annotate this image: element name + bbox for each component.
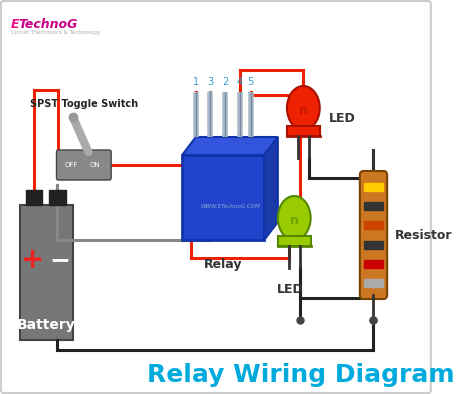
Text: 2: 2	[222, 77, 228, 87]
Text: Relay Wiring Diagram: Relay Wiring Diagram	[147, 363, 455, 387]
Text: 1: 1	[193, 77, 199, 87]
Bar	[365, 183, 383, 191]
Bar	[365, 260, 383, 268]
Bar	[49, 190, 65, 205]
Polygon shape	[182, 137, 278, 155]
Bar	[287, 126, 320, 136]
Text: Battery: Battery	[17, 318, 76, 332]
Bar	[20, 205, 73, 340]
Text: +: +	[21, 246, 45, 274]
Bar	[365, 202, 383, 210]
Text: −: −	[50, 248, 71, 272]
Text: ON: ON	[90, 162, 100, 168]
Text: OFF: OFF	[64, 162, 78, 168]
Text: Circuit, Electronics & Technology: Circuit, Electronics & Technology	[11, 30, 100, 35]
Text: SPST Toggle Switch: SPST Toggle Switch	[30, 99, 138, 109]
Text: Relay: Relay	[204, 258, 242, 271]
Text: TechnoG: TechnoG	[18, 18, 78, 31]
Ellipse shape	[278, 196, 310, 240]
Bar	[278, 236, 310, 246]
Text: E: E	[11, 18, 19, 31]
Text: 4: 4	[237, 77, 243, 87]
Text: WWW.ETechnoG.COM: WWW.ETechnoG.COM	[201, 203, 260, 208]
Bar	[26, 190, 42, 205]
Text: Resistor: Resistor	[395, 229, 453, 242]
Bar	[365, 221, 383, 229]
Polygon shape	[264, 137, 278, 240]
Bar	[365, 279, 383, 287]
FancyBboxPatch shape	[360, 171, 387, 299]
Text: 5: 5	[247, 77, 254, 87]
Text: 3: 3	[207, 77, 213, 87]
Ellipse shape	[287, 86, 320, 130]
Text: n: n	[290, 214, 299, 227]
FancyBboxPatch shape	[56, 150, 111, 180]
FancyBboxPatch shape	[1, 1, 431, 393]
Bar	[365, 241, 383, 249]
Bar	[182, 155, 264, 240]
Text: n: n	[299, 104, 308, 117]
Text: LED: LED	[329, 112, 356, 125]
Text: LED: LED	[277, 283, 304, 296]
